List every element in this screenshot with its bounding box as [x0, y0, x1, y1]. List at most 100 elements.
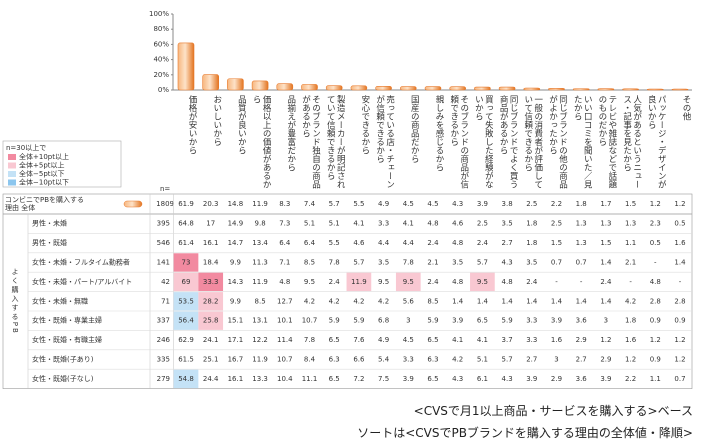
cell: 5.7 [477, 259, 488, 267]
legend-swatch [8, 162, 16, 169]
cell: 8.5 [427, 297, 438, 305]
cell: 1.8 [576, 200, 587, 208]
cell: 1.4 [477, 297, 489, 305]
x-tick-label: いい口コミを聞いた／見たから [572, 95, 593, 189]
cell: 4.5 [427, 200, 438, 208]
cell: 5.7 [502, 356, 513, 364]
legend-box [2, 140, 122, 188]
bar [399, 86, 417, 91]
cell: 1.8 [526, 239, 537, 247]
cell: 9.9 [230, 259, 241, 267]
cell: 3.7 [502, 336, 513, 344]
cell: 2.3 [650, 220, 661, 228]
cell: 4.8 [427, 220, 438, 228]
cell: 4.2 [304, 297, 315, 305]
x-tick-label: 親しみを感じるから [434, 95, 444, 172]
bar [548, 88, 565, 91]
cell: 9.5 [403, 278, 414, 286]
cell-highlight [173, 292, 199, 311]
cell: 3.5 [502, 220, 513, 228]
cell: 5.4 [378, 356, 390, 364]
table-frame [2, 193, 693, 389]
cell: 8.4 [304, 356, 316, 364]
cell: 5.1 [329, 220, 340, 228]
y-tick-label: 80% [153, 25, 169, 33]
x-tick-label: そのブランド独自の商品があるから [300, 95, 321, 189]
cell: 8.5 [255, 297, 266, 305]
cell: 12.7 [277, 297, 293, 305]
cell: 9.8 [255, 220, 266, 228]
y-tick-label: 100% [149, 10, 169, 18]
cell: 7.5 [378, 375, 389, 383]
cell: 1.1 [650, 375, 661, 383]
cell: 16.1 [228, 375, 244, 383]
bar [251, 80, 269, 91]
cell-highlight [346, 272, 372, 292]
cell: 0.9 [650, 356, 661, 364]
cell: 3.9 [526, 375, 537, 383]
bar [177, 42, 195, 91]
x-tick-label: 価格以上の価値があるから [251, 95, 272, 189]
cell: 1.4 [526, 297, 538, 305]
cell: 6.8 [378, 317, 389, 325]
cell: 61.4 [178, 239, 194, 247]
cell: 0.7 [576, 259, 587, 267]
cell: 3.5 [378, 259, 389, 267]
cell: 2.4 [427, 278, 439, 286]
cell: 11.1 [302, 375, 318, 383]
cell: 9.5 [378, 278, 389, 286]
cell: 4.3 [502, 259, 513, 267]
cell: 1.2 [625, 356, 636, 364]
cell: 54.8 [178, 375, 194, 383]
cell: 3.3 [526, 336, 537, 344]
cell: 25.1 [203, 356, 219, 364]
bar [350, 85, 368, 91]
cell: 2.5 [526, 200, 537, 208]
bar [572, 88, 590, 91]
bar [523, 87, 541, 91]
legend-swatch [8, 171, 16, 177]
cell: 3.9 [403, 375, 414, 383]
row-label: 女性・未婚・フルタイム勤務者 [32, 258, 130, 267]
bar [646, 88, 664, 91]
cell: 17.1 [228, 336, 244, 344]
cell: 4.2 [329, 297, 340, 305]
cell: 1.2 [674, 356, 685, 364]
cell: 20.3 [203, 200, 219, 208]
cell: 1.4 [600, 297, 612, 305]
cell: 6.3 [329, 356, 340, 364]
cell: 14.8 [228, 200, 244, 208]
x-tick-label: そのブランドの商品が信頼できるから [448, 95, 469, 189]
cell: 1.4 [551, 297, 563, 305]
cell: - [629, 278, 632, 286]
cell: 4.5 [403, 336, 414, 344]
x-tick-label: 買って失敗した経験がないから [473, 95, 494, 189]
x-tick-label: おいしいから [211, 95, 222, 146]
cell: - [580, 278, 583, 286]
cell: 4.9 [378, 336, 389, 344]
cell: 2.4 [427, 239, 439, 247]
bar [474, 86, 491, 91]
cell: 4.3 [452, 200, 463, 208]
cell: 2.9 [551, 375, 562, 383]
cell: - [555, 278, 558, 286]
cell: 24.1 [203, 336, 219, 344]
cell: 2.8 [674, 297, 685, 305]
cell: 11.9 [351, 278, 367, 286]
cell: 1.5 [625, 200, 636, 208]
row-n: 141 [157, 259, 170, 267]
cell: 4.4 [378, 239, 390, 247]
bar [301, 84, 318, 91]
cell: 1.5 [551, 239, 562, 247]
cell: 7.2 [353, 375, 364, 383]
cell: 3.5 [452, 259, 463, 267]
cell: 53.5 [178, 297, 194, 305]
row-label: 男性・未婚 [32, 219, 67, 228]
cell: 4.6 [353, 239, 365, 247]
cell: 5.7 [353, 259, 364, 267]
cell: 4.5 [403, 200, 414, 208]
cell: 3 [604, 317, 608, 325]
cell: 4.8 [452, 278, 463, 286]
cell: 4.8 [650, 278, 661, 286]
cell: 1.8 [526, 220, 537, 228]
